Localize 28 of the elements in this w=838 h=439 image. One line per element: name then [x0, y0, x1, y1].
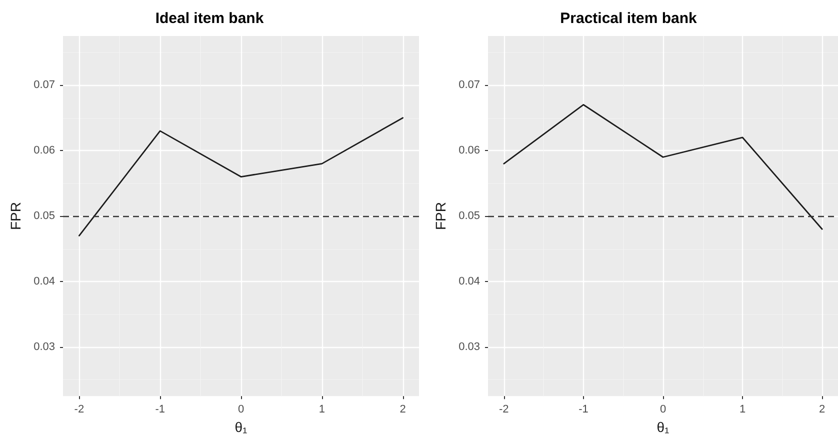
chart-title: Ideal item bank	[155, 10, 264, 27]
y-tick-label: 0.07	[458, 79, 480, 92]
x-tick-label: 0	[238, 404, 244, 416]
x-tick-label: 0	[660, 404, 666, 416]
y-axis-title: FPR	[432, 202, 449, 230]
chart-title: Practical item bank	[560, 10, 698, 27]
y-tick-label: 0.03	[458, 340, 480, 353]
y-tick-label: 0.06	[34, 144, 55, 157]
x-tick-label: 1	[739, 404, 746, 416]
x-tick-label: -1	[578, 404, 588, 416]
line-series	[78, 117, 404, 236]
x-tick-label: 2	[400, 404, 406, 416]
y-tick-label: 0.07	[34, 79, 55, 92]
y-tick-label: 0.04	[458, 276, 480, 288]
x-axis-title: θ₁	[656, 419, 670, 435]
x-tick-label: 1	[318, 404, 325, 416]
x-tick-label: -1	[155, 404, 165, 416]
line-series	[503, 104, 823, 230]
x-tick-label: -2	[499, 404, 509, 416]
x-tick-label: -2	[74, 404, 84, 416]
x-tick-label: 2	[819, 404, 826, 416]
y-tick-label: 0.05	[34, 210, 55, 222]
y-tick-label: 0.04	[34, 276, 55, 288]
y-tick-label: 0.05	[458, 210, 480, 222]
y-tick-label: 0.06	[458, 144, 480, 157]
y-axis-title: FPR	[8, 202, 24, 230]
y-tick-label: 0.03	[34, 340, 55, 353]
x-axis-title: θ₁	[234, 419, 248, 435]
